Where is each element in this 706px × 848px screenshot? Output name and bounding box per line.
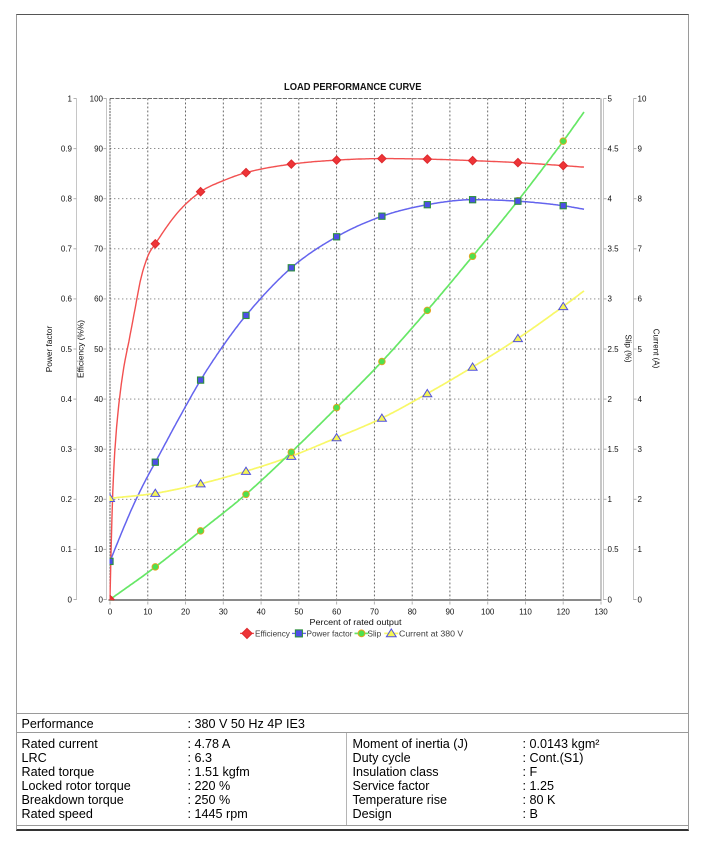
svg-text:30: 30: [94, 445, 103, 454]
svg-text:0.9: 0.9: [61, 144, 73, 153]
svg-text:Efficiency (%%): Efficiency (%%): [76, 320, 86, 378]
svg-text:9: 9: [638, 144, 643, 153]
svg-text:0.6: 0.6: [61, 295, 73, 304]
svg-text:LOAD PERFORMANCE CURVE: LOAD PERFORMANCE CURVE: [284, 82, 422, 93]
svg-text:70: 70: [94, 245, 103, 254]
svg-text:0.3: 0.3: [61, 445, 73, 454]
svg-text:1: 1: [608, 495, 613, 504]
svg-text:20: 20: [181, 608, 190, 617]
svg-text:3.5: 3.5: [608, 245, 620, 254]
svg-text:Power factor: Power factor: [44, 325, 54, 372]
svg-text:2: 2: [638, 495, 643, 504]
svg-text:5: 5: [638, 345, 643, 354]
svg-text:60: 60: [332, 608, 341, 617]
svg-text:0.4: 0.4: [61, 395, 73, 404]
svg-text:8: 8: [638, 195, 643, 204]
svg-text:0.1: 0.1: [61, 545, 73, 554]
svg-text:3: 3: [638, 445, 643, 454]
svg-text:40: 40: [257, 608, 266, 617]
svg-text:Current at 380 V: Current at 380 V: [399, 630, 464, 639]
svg-text:7: 7: [638, 245, 643, 254]
svg-text:90: 90: [94, 144, 103, 153]
svg-text:3: 3: [608, 295, 613, 304]
svg-text:100: 100: [90, 94, 104, 103]
svg-text:10: 10: [638, 94, 647, 103]
svg-text:100: 100: [481, 608, 495, 617]
svg-text:Efficiency: Efficiency: [255, 630, 291, 639]
svg-text:2.5: 2.5: [608, 345, 620, 354]
svg-text:0.5: 0.5: [608, 545, 620, 554]
svg-text:1: 1: [638, 545, 643, 554]
svg-text:90: 90: [445, 608, 454, 617]
svg-text:80: 80: [94, 195, 103, 204]
svg-text:110: 110: [519, 608, 532, 617]
svg-text:40: 40: [94, 395, 103, 404]
svg-text:50: 50: [94, 345, 103, 354]
svg-text:4.5: 4.5: [608, 144, 620, 153]
svg-text:4: 4: [608, 195, 613, 204]
svg-text:120: 120: [557, 608, 571, 617]
svg-text:Percent of rated output: Percent of rated output: [310, 617, 403, 627]
svg-text:0.7: 0.7: [61, 245, 73, 254]
svg-text:70: 70: [370, 608, 379, 617]
svg-text:0: 0: [638, 595, 643, 604]
svg-text:Slip (%): Slip (%): [623, 334, 632, 362]
svg-text:30: 30: [219, 608, 228, 617]
svg-text:60: 60: [94, 295, 103, 304]
svg-text:6: 6: [638, 295, 643, 304]
svg-text:50: 50: [294, 608, 303, 617]
svg-text:Current (A): Current (A): [652, 329, 661, 369]
svg-text:0.8: 0.8: [61, 195, 73, 204]
svg-text:Power factor: Power factor: [307, 630, 353, 639]
svg-text:1: 1: [68, 94, 73, 103]
svg-text:5: 5: [608, 94, 613, 103]
svg-text:130: 130: [594, 608, 608, 617]
svg-text:80: 80: [408, 608, 417, 617]
svg-text:4: 4: [638, 395, 643, 404]
svg-text:Slip: Slip: [368, 630, 382, 639]
svg-text:10: 10: [143, 608, 152, 617]
svg-text:0: 0: [608, 595, 613, 604]
svg-text:10: 10: [94, 545, 103, 554]
svg-text:0.2: 0.2: [61, 495, 73, 504]
svg-text:0.5: 0.5: [61, 345, 73, 354]
svg-text:0: 0: [68, 595, 73, 604]
svg-text:20: 20: [94, 495, 103, 504]
svg-text:2: 2: [608, 395, 613, 404]
svg-text:1.5: 1.5: [608, 445, 620, 454]
svg-text:0: 0: [108, 608, 113, 617]
svg-text:0: 0: [99, 595, 104, 604]
